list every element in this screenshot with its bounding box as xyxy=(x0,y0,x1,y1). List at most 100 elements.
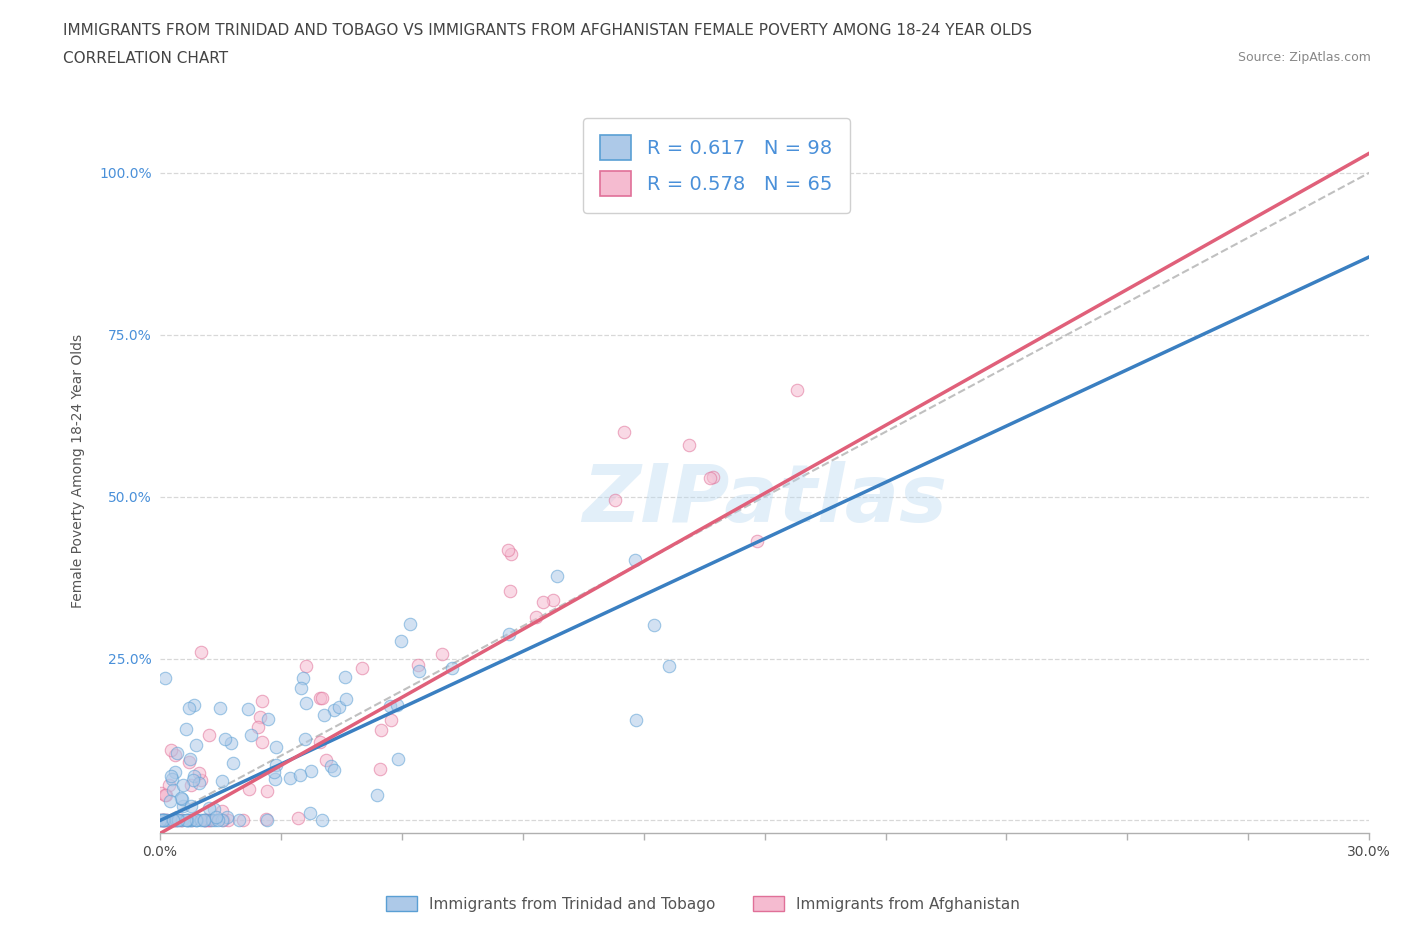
Immigrants from Afghanistan xyxy=(524,609,547,624)
Immigrants from Afghanistan xyxy=(198,727,221,742)
Immigrants from Trinidad and Tobago xyxy=(217,809,239,824)
Immigrants from Afghanistan xyxy=(786,382,808,397)
Immigrants from Trinidad and Tobago xyxy=(172,791,194,806)
Immigrants from Trinidad and Tobago xyxy=(190,813,212,828)
Immigrants from Trinidad and Tobago xyxy=(291,671,314,685)
Immigrants from Trinidad and Tobago xyxy=(179,700,201,715)
Immigrants from Trinidad and Tobago xyxy=(183,768,205,783)
Text: ZIPatlas: ZIPatlas xyxy=(582,460,948,538)
Immigrants from Trinidad and Tobago xyxy=(546,569,568,584)
Immigrants from Trinidad and Tobago xyxy=(181,773,204,788)
Immigrants from Afghanistan xyxy=(352,661,374,676)
Immigrants from Afghanistan xyxy=(499,547,522,562)
Immigrants from Trinidad and Tobago xyxy=(319,759,342,774)
Immigrants from Trinidad and Tobago xyxy=(294,731,316,746)
Immigrants from Trinidad and Tobago xyxy=(263,764,285,779)
Immigrants from Afghanistan xyxy=(256,783,278,798)
Immigrants from Trinidad and Tobago xyxy=(498,626,520,641)
Immigrants from Afghanistan xyxy=(188,765,211,780)
Immigrants from Trinidad and Tobago xyxy=(440,660,463,675)
Immigrants from Trinidad and Tobago xyxy=(170,790,193,805)
Immigrants from Trinidad and Tobago xyxy=(385,698,408,712)
Immigrants from Trinidad and Tobago xyxy=(187,776,209,790)
Immigrants from Trinidad and Tobago xyxy=(165,813,187,828)
Immigrants from Trinidad and Tobago xyxy=(295,696,318,711)
Immigrants from Trinidad and Tobago xyxy=(176,813,198,828)
Immigrants from Trinidad and Tobago xyxy=(160,772,183,787)
Immigrants from Afghanistan xyxy=(368,762,391,777)
Immigrants from Afghanistan xyxy=(149,786,172,801)
Immigrants from Trinidad and Tobago xyxy=(408,663,430,678)
Immigrants from Trinidad and Tobago xyxy=(184,737,207,752)
Immigrants from Trinidad and Tobago xyxy=(184,813,207,828)
Immigrants from Trinidad and Tobago xyxy=(184,813,207,828)
Immigrants from Afghanistan xyxy=(153,787,176,802)
Immigrants from Afghanistan xyxy=(311,690,333,705)
Text: Source: ZipAtlas.com: Source: ZipAtlas.com xyxy=(1237,51,1371,64)
Immigrants from Afghanistan xyxy=(249,710,271,724)
Immigrants from Trinidad and Tobago xyxy=(180,813,202,828)
Immigrants from Trinidad and Tobago xyxy=(152,813,174,828)
Immigrants from Trinidad and Tobago xyxy=(172,813,194,828)
Immigrants from Trinidad and Tobago xyxy=(152,813,174,828)
Immigrants from Trinidad and Tobago xyxy=(266,739,288,754)
Immigrants from Afghanistan xyxy=(165,813,187,828)
Immigrants from Trinidad and Tobago xyxy=(159,793,181,808)
Immigrants from Trinidad and Tobago xyxy=(214,731,236,746)
Immigrants from Afghanistan xyxy=(287,811,309,826)
Immigrants from Afghanistan xyxy=(309,691,332,706)
Immigrants from Trinidad and Tobago xyxy=(624,712,647,727)
Immigrants from Trinidad and Tobago xyxy=(323,703,346,718)
Immigrants from Afghanistan xyxy=(496,542,519,557)
Immigrants from Afghanistan xyxy=(309,735,332,750)
Immigrants from Trinidad and Tobago xyxy=(179,813,201,828)
Immigrants from Trinidad and Tobago xyxy=(204,813,226,828)
Immigrants from Trinidad and Tobago xyxy=(228,813,250,828)
Immigrants from Afghanistan xyxy=(246,720,269,735)
Immigrants from Trinidad and Tobago xyxy=(174,813,197,828)
Immigrants from Trinidad and Tobago xyxy=(322,763,344,777)
Immigrants from Trinidad and Tobago xyxy=(290,681,312,696)
Immigrants from Trinidad and Tobago xyxy=(314,708,336,723)
Immigrants from Trinidad and Tobago xyxy=(222,755,245,770)
Immigrants from Trinidad and Tobago xyxy=(328,700,350,715)
Immigrants from Trinidad and Tobago xyxy=(278,771,301,786)
Immigrants from Trinidad and Tobago xyxy=(162,782,184,797)
Immigrants from Trinidad and Tobago xyxy=(167,813,190,828)
Text: IMMIGRANTS FROM TRINIDAD AND TOBAGO VS IMMIGRANTS FROM AFGHANISTAN FEMALE POVERT: IMMIGRANTS FROM TRINIDAD AND TOBAGO VS I… xyxy=(63,23,1032,38)
Immigrants from Afghanistan xyxy=(194,813,217,828)
Immigrants from Afghanistan xyxy=(194,813,217,828)
Immigrants from Afghanistan xyxy=(380,712,402,727)
Immigrants from Trinidad and Tobago xyxy=(665,153,688,167)
Immigrants from Afghanistan xyxy=(406,658,429,672)
Immigrants from Afghanistan xyxy=(603,493,626,508)
Immigrants from Afghanistan xyxy=(295,658,318,673)
Immigrants from Trinidad and Tobago xyxy=(204,810,226,825)
Text: CORRELATION CHART: CORRELATION CHART xyxy=(63,51,228,66)
Immigrants from Afghanistan xyxy=(200,813,222,828)
Immigrants from Trinidad and Tobago xyxy=(153,813,176,828)
Immigrants from Trinidad and Tobago xyxy=(335,692,357,707)
Immigrants from Afghanistan xyxy=(179,778,201,793)
Immigrants from Trinidad and Tobago xyxy=(211,813,233,828)
Y-axis label: Female Poverty Among 18-24 Year Olds: Female Poverty Among 18-24 Year Olds xyxy=(72,334,86,608)
Immigrants from Trinidad and Tobago xyxy=(380,698,402,713)
Immigrants from Trinidad and Tobago xyxy=(183,698,205,713)
Immigrants from Afghanistan xyxy=(211,813,233,828)
Immigrants from Trinidad and Tobago xyxy=(399,617,422,631)
Immigrants from Trinidad and Tobago xyxy=(207,813,229,828)
Immigrants from Trinidad and Tobago xyxy=(193,813,215,828)
Immigrants from Trinidad and Tobago xyxy=(180,813,202,828)
Immigrants from Afghanistan xyxy=(499,583,522,598)
Immigrants from Trinidad and Tobago xyxy=(208,700,231,715)
Immigrants from Afghanistan xyxy=(181,813,204,828)
Immigrants from Afghanistan xyxy=(217,813,239,828)
Immigrants from Trinidad and Tobago xyxy=(624,552,647,567)
Immigrants from Afghanistan xyxy=(232,813,254,828)
Immigrants from Trinidad and Tobago xyxy=(179,751,201,766)
Immigrants from Trinidad and Tobago xyxy=(201,813,224,828)
Immigrants from Afghanistan xyxy=(432,646,454,661)
Immigrants from Trinidad and Tobago xyxy=(156,813,179,828)
Immigrants from Afghanistan xyxy=(533,594,555,609)
Immigrants from Afghanistan xyxy=(163,748,186,763)
